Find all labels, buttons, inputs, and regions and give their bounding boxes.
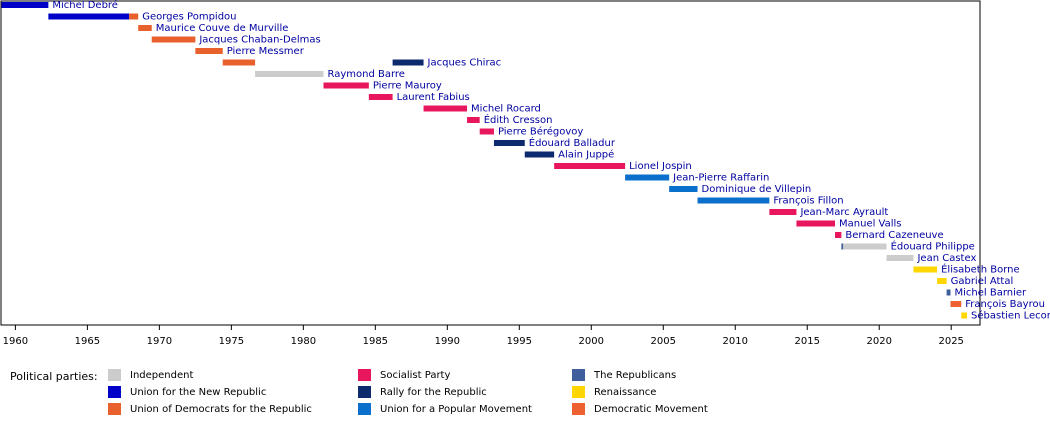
pm-name: Jacques Chaban-Delmas: [198, 35, 320, 46]
pm-name: Pierre Messmer: [227, 46, 305, 57]
term-bar: [886, 255, 914, 261]
pm-name: Jean-Pierre Raffarin: [672, 173, 769, 184]
legend-title: Political parties:: [10, 370, 98, 383]
legend-label: Socialist Party: [380, 370, 450, 381]
x-tick-label: 1965: [75, 336, 100, 347]
x-tick-label: 2000: [579, 336, 604, 347]
pm-name: Édouard Balladur: [529, 136, 616, 149]
term-bar: [255, 71, 324, 77]
pm-name: Élisabeth Borne: [941, 263, 1020, 276]
term-bar: [493, 140, 525, 146]
term-bar: [946, 289, 951, 296]
pm-name: Manuel Valls: [839, 219, 902, 230]
legend-swatch: [572, 403, 585, 415]
legend-swatch: [358, 403, 371, 415]
pm-name: Michel Rocard: [471, 104, 541, 115]
term-bar: [392, 59, 424, 66]
x-tick-label: 1980: [291, 336, 316, 347]
term-bar: [524, 151, 555, 158]
legend-label: Union for the New Republic: [130, 387, 266, 398]
term-bar: [625, 174, 670, 181]
term-bar: [467, 117, 480, 123]
term-bar: [1, 2, 49, 8]
pm-name: Gabriel Attal: [951, 276, 1014, 287]
pm-name: Pierre Bérégovoy: [498, 126, 583, 138]
term-bar: [423, 105, 468, 112]
plot-frame: [0, 0, 981, 326]
legend-label: Union of Democrats for the Republic: [130, 404, 312, 415]
x-tick-label: 1960: [3, 336, 28, 347]
legend-swatch: [108, 403, 121, 415]
pm-name: Michel Debré: [52, 0, 118, 11]
legend-label: Democratic Movement: [594, 404, 708, 415]
term-bar: [479, 128, 494, 135]
term-bar: [796, 220, 836, 227]
pm-name: Lionel Jospin: [629, 161, 692, 172]
x-tick-label: 1995: [507, 336, 532, 347]
term-bar: [841, 243, 844, 250]
x-tick-label: 2015: [795, 336, 820, 347]
term-bar: [151, 36, 196, 43]
pm-name: Georges Pompidou: [142, 12, 236, 23]
pm-name: Bernard Cazeneuve: [845, 230, 943, 241]
pm-name: Sébastien Lecornu: [971, 310, 1050, 322]
pm-name: Édith Cresson: [484, 113, 553, 126]
legend-label: Union for a Popular Movement: [380, 404, 532, 415]
x-tick-label: 1975: [219, 336, 244, 347]
term-bar: [937, 278, 947, 284]
term-bar: [368, 94, 393, 100]
x-tick-label: 2025: [938, 336, 963, 347]
pm-name: Édouard Philippe: [891, 240, 975, 253]
legend-label: The Republicans: [593, 370, 676, 381]
pm-name: Jean Castex: [916, 253, 976, 264]
term-bar: [697, 197, 770, 204]
pm-name: François Fillon: [773, 196, 843, 207]
legend-swatch: [572, 369, 585, 381]
term-bar: [323, 82, 369, 89]
pm-name: Alain Juppé: [558, 149, 614, 161]
term-bar: [950, 301, 962, 307]
x-tick-label: 1985: [363, 336, 388, 347]
term-bar: [769, 209, 797, 215]
legend-swatch: [572, 386, 585, 398]
pm-name: Jacques Chirac: [427, 58, 502, 69]
pm-name: Pierre Mauroy: [373, 81, 442, 92]
term-bar: [913, 266, 938, 273]
x-tick-label: 2010: [723, 336, 748, 347]
legend-label: Rally for the Republic: [380, 387, 487, 398]
pm-name: François Bayrou: [965, 299, 1045, 310]
legend-swatch: [358, 386, 371, 398]
term-bar: [195, 48, 223, 54]
term-bar: [554, 163, 626, 169]
x-tick-label: 2005: [651, 336, 676, 347]
pm-name: Jean-Marc Ayrault: [799, 207, 888, 218]
legend-label: Independent: [130, 370, 193, 381]
term-bar: [48, 13, 130, 20]
pm-name: Michel Barnier: [954, 288, 1027, 299]
term-bar: [222, 59, 256, 66]
term-bar: [961, 312, 968, 319]
pm-name: Dominique de Villepin: [702, 184, 812, 195]
x-tick-label: 1970: [147, 336, 172, 347]
x-tick-label: 1990: [435, 336, 460, 347]
term-bar: [669, 186, 698, 192]
x-tick-label: 2020: [866, 336, 891, 347]
term-bar: [138, 25, 152, 31]
pm-name: Maurice Couve de Murville: [156, 23, 289, 34]
term-bar: [129, 13, 139, 20]
legend-swatch: [108, 369, 121, 381]
term-bar: [843, 243, 887, 250]
pm-name: Raymond Barre: [327, 69, 404, 80]
legend-swatch: [108, 386, 121, 398]
legend-swatch: [358, 369, 371, 381]
legend-label: Renaissance: [594, 387, 656, 398]
pm-name: Laurent Fabius: [397, 92, 470, 103]
term-bar: [835, 232, 842, 238]
